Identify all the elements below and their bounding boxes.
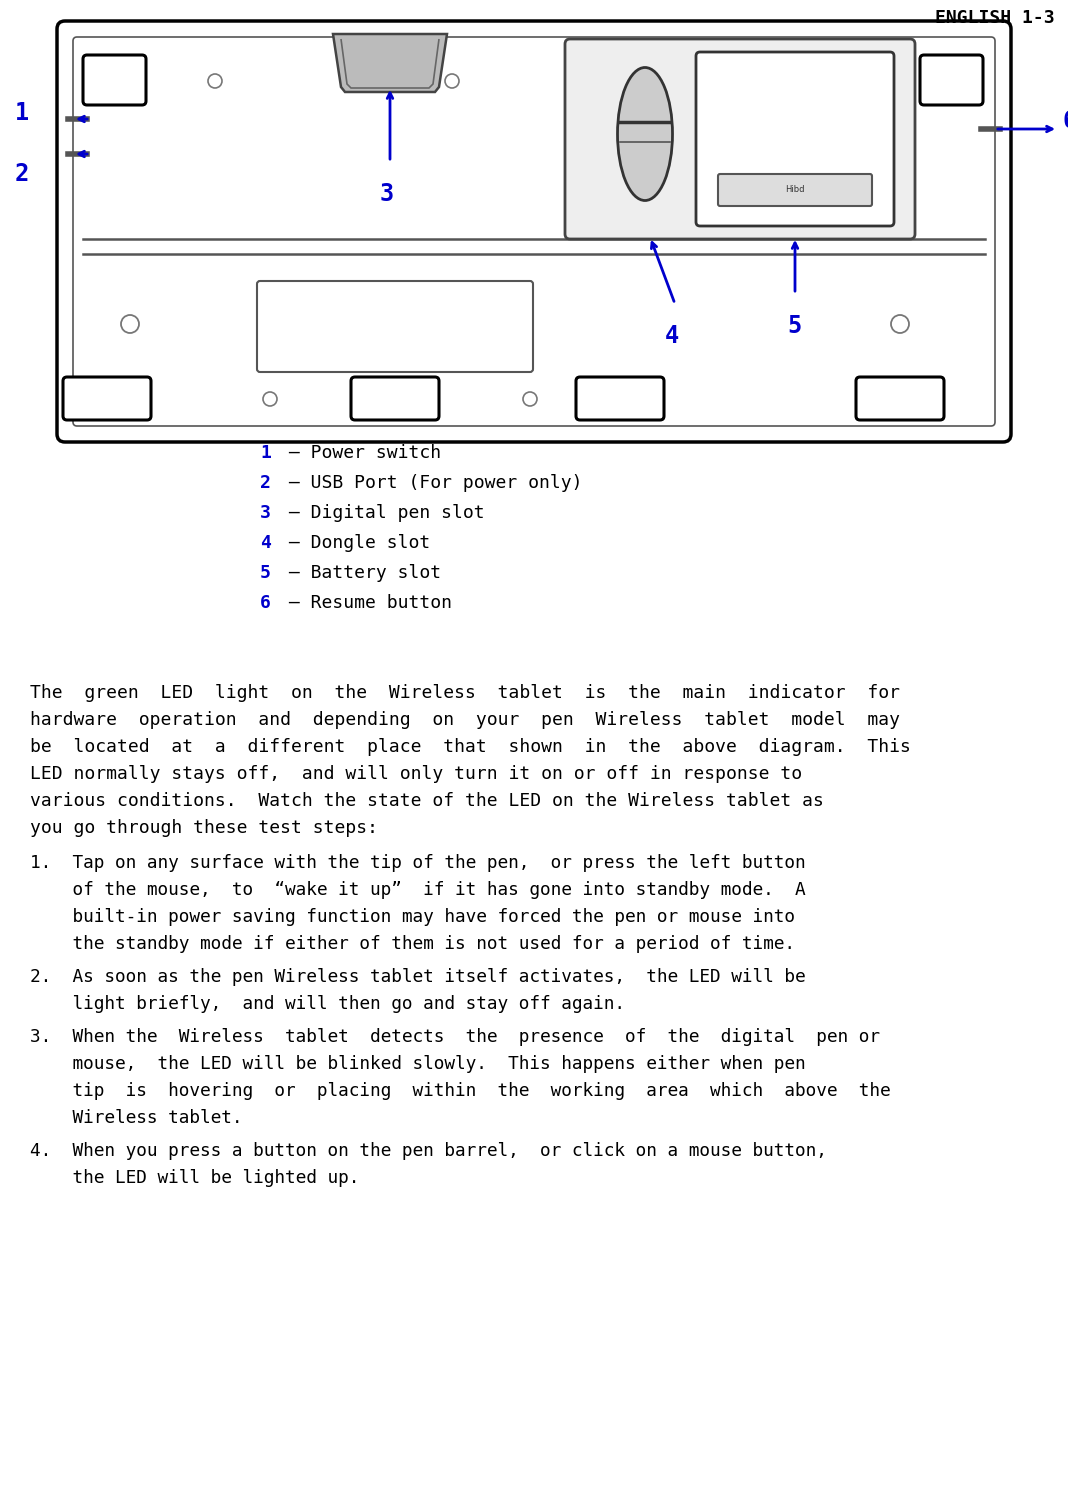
Text: 3: 3 xyxy=(260,504,271,522)
FancyBboxPatch shape xyxy=(855,377,944,420)
Text: 2: 2 xyxy=(260,474,271,492)
Text: 3: 3 xyxy=(380,183,394,207)
Ellipse shape xyxy=(617,68,673,201)
FancyBboxPatch shape xyxy=(565,39,915,238)
Text: tip  is  hovering  or  placing  within  the  working  area  which  above  the: tip is hovering or placing within the wo… xyxy=(30,1082,891,1100)
Text: built-in power saving function may have forced the pen or mouse into: built-in power saving function may have … xyxy=(30,908,795,927)
Text: — Power switch: — Power switch xyxy=(278,444,441,462)
FancyBboxPatch shape xyxy=(576,377,664,420)
Text: — USB Port (For power only): — USB Port (For power only) xyxy=(278,474,582,492)
Text: 1: 1 xyxy=(260,444,271,462)
Text: LED normally stays off,  and will only turn it on or off in response to: LED normally stays off, and will only tu… xyxy=(30,765,802,783)
Text: — Battery slot: — Battery slot xyxy=(278,564,441,582)
Text: 1: 1 xyxy=(15,101,29,125)
Text: The  green  LED  light  on  the  Wireless  tablet  is  the  main  indicator  for: The green LED light on the Wireless tabl… xyxy=(30,684,900,702)
Text: 4: 4 xyxy=(260,534,271,552)
Text: light briefly,  and will then go and stay off again.: light briefly, and will then go and stay… xyxy=(30,994,625,1013)
Text: — Digital pen slot: — Digital pen slot xyxy=(278,504,485,522)
Text: be  located  at  a  different  place  that  shown  in  the  above  diagram.  Thi: be located at a different place that sho… xyxy=(30,738,911,756)
Text: 4: 4 xyxy=(665,324,679,349)
FancyBboxPatch shape xyxy=(351,377,439,420)
FancyBboxPatch shape xyxy=(83,54,146,106)
Text: you go through these test steps:: you go through these test steps: xyxy=(30,819,378,837)
Text: 5: 5 xyxy=(260,564,271,582)
FancyBboxPatch shape xyxy=(63,377,151,420)
Text: 6: 6 xyxy=(1063,109,1068,133)
Text: 5: 5 xyxy=(787,314,801,338)
Text: 6: 6 xyxy=(260,595,271,613)
Text: 3.  When the  Wireless  tablet  detects  the  presence  of  the  digital  pen or: 3. When the Wireless tablet detects the … xyxy=(30,1028,880,1046)
Text: hardware  operation  and  depending  on  your  pen  Wireless  tablet  model  may: hardware operation and depending on your… xyxy=(30,711,900,729)
Text: of the mouse,  to  “wake it up”  if it has gone into standby mode.  A: of the mouse, to “wake it up” if it has … xyxy=(30,881,805,899)
Text: the LED will be lighted up.: the LED will be lighted up. xyxy=(30,1169,359,1188)
FancyBboxPatch shape xyxy=(718,174,871,207)
Text: — Dongle slot: — Dongle slot xyxy=(278,534,430,552)
Text: 1.  Tap on any surface with the tip of the pen,  or press the left button: 1. Tap on any surface with the tip of th… xyxy=(30,854,805,872)
Text: 2.  As soon as the pen Wireless tablet itself activates,  the LED will be: 2. As soon as the pen Wireless tablet it… xyxy=(30,967,805,985)
Text: Hibd: Hibd xyxy=(785,186,805,195)
FancyBboxPatch shape xyxy=(920,54,983,106)
Text: various conditions.  Watch the state of the LED on the Wireless tablet as: various conditions. Watch the state of t… xyxy=(30,792,823,810)
Text: — Resume button: — Resume button xyxy=(278,595,452,613)
PathPatch shape xyxy=(333,35,447,92)
Text: 4.  When you press a button on the pen barrel,  or click on a mouse button,: 4. When you press a button on the pen ba… xyxy=(30,1142,827,1160)
Text: Wireless tablet.: Wireless tablet. xyxy=(30,1109,242,1127)
Text: mouse,  the LED will be blinked slowly.  This happens either when pen: mouse, the LED will be blinked slowly. T… xyxy=(30,1055,805,1073)
Text: ENGLISH 1-3: ENGLISH 1-3 xyxy=(936,9,1055,27)
FancyBboxPatch shape xyxy=(257,281,533,373)
FancyBboxPatch shape xyxy=(57,21,1011,442)
Text: the standby mode if either of them is not used for a period of time.: the standby mode if either of them is no… xyxy=(30,936,795,954)
Text: 2: 2 xyxy=(15,161,29,186)
FancyBboxPatch shape xyxy=(696,51,894,226)
